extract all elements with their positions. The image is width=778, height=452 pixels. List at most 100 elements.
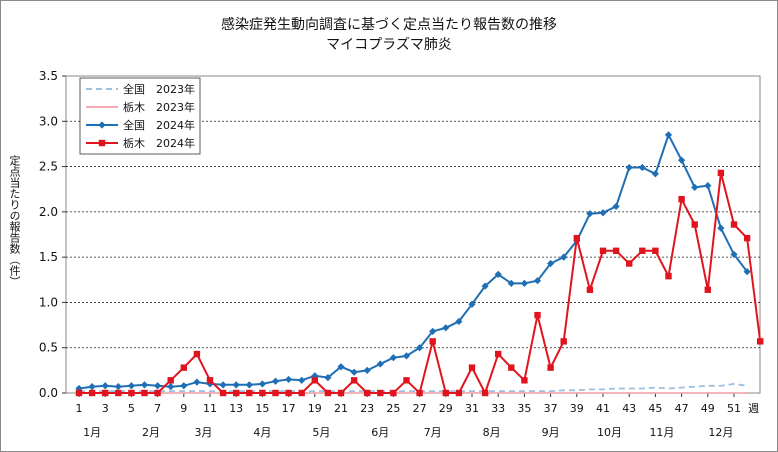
data-point — [193, 350, 201, 358]
data-point — [638, 163, 646, 172]
data-point — [102, 389, 109, 397]
data-point — [717, 224, 725, 232]
data-point — [481, 389, 489, 397]
data-point — [389, 354, 397, 362]
data-point — [494, 270, 502, 278]
legend-label: 栃木 2023年 — [123, 100, 195, 114]
data-point — [547, 364, 554, 371]
data-point — [586, 210, 594, 218]
x-tick-label: 17 — [282, 402, 296, 415]
data-point — [691, 221, 698, 228]
data-point — [520, 279, 528, 288]
data-point — [743, 268, 751, 276]
x-tick-label: 9 — [180, 402, 187, 415]
x-tick-label: 37 — [544, 402, 558, 415]
x-tick-label: 35 — [517, 402, 531, 415]
x-tick-label: 27 — [413, 402, 427, 415]
x-tick-label: 39 — [570, 402, 584, 415]
data-point — [402, 352, 411, 360]
y-tick-label: 2.0 — [39, 205, 58, 219]
month-label: 9月 — [542, 426, 560, 439]
data-point — [625, 163, 633, 172]
data-point — [704, 286, 711, 293]
x-tick-label: 5 — [128, 402, 135, 415]
month-label: 12月 — [708, 426, 733, 439]
data-point — [232, 381, 240, 389]
y-axis-label: 定点当たりの報告数（件） — [8, 155, 21, 287]
data-point — [664, 131, 673, 139]
data-point — [730, 250, 738, 259]
x-tick-label: 1 — [76, 402, 83, 415]
x-tick-label: 7 — [154, 402, 161, 415]
data-point — [337, 363, 345, 371]
data-point — [416, 344, 424, 352]
x-tick-label: 49 — [701, 402, 715, 415]
month-label: 2月 — [142, 426, 160, 439]
data-point — [508, 364, 515, 371]
y-tick-label: 3.0 — [39, 114, 58, 128]
data-point — [128, 389, 135, 397]
data-point — [167, 377, 174, 384]
data-point — [363, 366, 371, 374]
data-point — [141, 389, 148, 397]
data-point — [154, 382, 162, 390]
data-point — [140, 381, 149, 389]
data-point — [442, 324, 450, 332]
data-point — [612, 247, 620, 255]
data-point — [442, 389, 449, 397]
chart-subtitle: マイコプラズマ肺炎 — [326, 37, 452, 53]
data-point — [285, 375, 293, 384]
data-point — [403, 377, 410, 384]
data-point — [468, 300, 476, 308]
data-point — [678, 156, 686, 164]
data-point — [245, 381, 253, 389]
data-point — [298, 389, 305, 397]
data-point — [717, 169, 725, 177]
y-tick-label: 1.5 — [39, 250, 58, 264]
data-point — [416, 389, 423, 397]
data-point — [560, 338, 567, 345]
data-point — [324, 389, 332, 397]
x-tick-label: 31 — [465, 402, 479, 415]
data-point — [429, 327, 437, 336]
y-tick-label: 0.5 — [39, 341, 58, 355]
data-point — [167, 383, 175, 391]
data-point — [180, 364, 187, 371]
data-point — [678, 195, 685, 203]
data-point — [599, 209, 607, 217]
x-tick-label: 25 — [386, 402, 400, 415]
data-point — [364, 389, 371, 397]
data-point — [507, 279, 515, 288]
data-point — [468, 364, 476, 371]
x-tick-label: 15 — [255, 402, 269, 415]
y-tick-label: 0.0 — [39, 386, 58, 400]
month-label: 3月 — [194, 426, 212, 439]
data-point — [691, 183, 699, 192]
data-point — [101, 382, 109, 390]
data-point — [455, 317, 463, 326]
month-label: 10月 — [597, 426, 622, 439]
data-point — [573, 234, 580, 242]
data-point — [560, 253, 568, 261]
legend-label: 栃木 2024年 — [123, 136, 195, 150]
data-point — [298, 376, 306, 384]
data-point — [258, 380, 266, 388]
month-label: 7月 — [424, 426, 442, 439]
x-tick-label: 47 — [675, 402, 689, 415]
data-point — [154, 389, 161, 397]
data-point — [259, 389, 266, 397]
legend-label: 全国 2023年 — [123, 82, 195, 96]
data-point — [376, 360, 384, 368]
x-tick-label: 51 — [727, 402, 741, 415]
data-point — [246, 389, 253, 397]
data-point — [429, 338, 436, 345]
month-label: 1月 — [83, 426, 101, 439]
data-point — [115, 389, 122, 397]
data-point — [521, 377, 528, 384]
x-tick-label: 23 — [360, 402, 374, 415]
data-point — [495, 350, 502, 358]
data-point — [206, 380, 214, 388]
data-point — [193, 378, 201, 386]
legend-marker — [98, 139, 106, 147]
x-tick-label: 41 — [596, 402, 610, 415]
